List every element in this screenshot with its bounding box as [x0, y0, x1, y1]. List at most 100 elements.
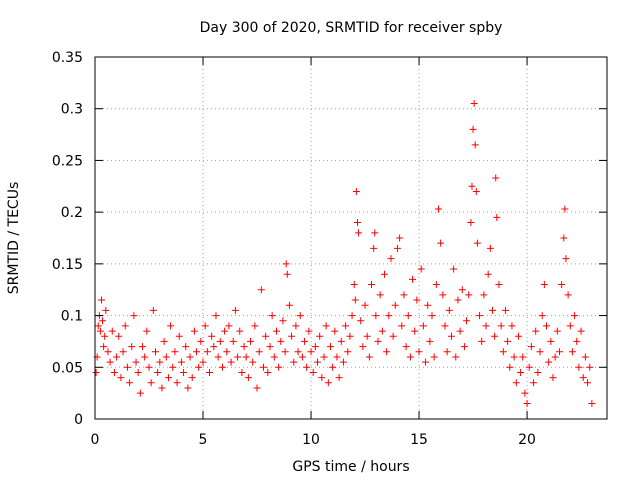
data-point [285, 301, 293, 309]
data-point [530, 379, 538, 387]
data-point [571, 312, 579, 320]
data-point [238, 368, 246, 376]
data-point [413, 296, 421, 304]
data-point [143, 327, 151, 335]
data-point [162, 353, 170, 361]
data-point [130, 312, 138, 320]
data-point [588, 399, 596, 407]
chart-title: Day 300 of 2020, SRMTID for receiver spb… [200, 20, 503, 36]
data-point [476, 312, 484, 320]
data-point [428, 312, 436, 320]
data-point [128, 343, 136, 351]
data-point [333, 353, 341, 361]
data-point [514, 332, 522, 340]
data-point [561, 205, 569, 213]
data-point [469, 125, 477, 133]
data-point [307, 348, 315, 356]
data-point [171, 348, 179, 356]
data-point [320, 353, 328, 361]
data-point [532, 327, 540, 335]
data-point [270, 353, 278, 361]
data-point [255, 348, 263, 356]
data-point [160, 337, 168, 345]
data-point [549, 374, 557, 382]
data-point [322, 322, 330, 330]
data-point [134, 368, 142, 376]
data-point [467, 218, 475, 226]
y-tick-label: 0.2 [61, 205, 83, 221]
data-point [470, 100, 478, 108]
data-point [119, 348, 127, 356]
data-point [311, 343, 319, 351]
data-point [182, 343, 190, 351]
data-point [335, 374, 343, 382]
x-axis-title: GPS time / hours [292, 459, 409, 475]
grid-layer [95, 57, 607, 419]
data-point [404, 312, 412, 320]
data-point [499, 348, 507, 356]
data-point [305, 327, 313, 335]
data-point [450, 265, 458, 273]
data-point [169, 363, 177, 371]
data-point [486, 244, 494, 252]
data-point [391, 301, 399, 309]
data-point [173, 379, 181, 387]
data-point [558, 281, 566, 289]
data-point [234, 353, 242, 361]
data-point [346, 332, 354, 340]
data-point [279, 317, 287, 325]
data-point [275, 363, 283, 371]
data-point [113, 353, 121, 361]
data-point [443, 348, 451, 356]
data-point [368, 281, 376, 289]
data-point [298, 353, 306, 361]
data-point [430, 353, 438, 361]
data-point [242, 353, 250, 361]
data-point [506, 363, 514, 371]
data-point [452, 353, 460, 361]
data-point [383, 348, 391, 356]
data-point [538, 312, 546, 320]
data-point [326, 343, 334, 351]
data-point [473, 239, 481, 247]
data-point [441, 322, 449, 330]
data-point [545, 358, 553, 366]
data-point [463, 317, 471, 325]
data-point [184, 384, 192, 392]
x-tick-label: 0 [91, 432, 100, 448]
data-point [231, 306, 239, 314]
data-point [262, 332, 270, 340]
data-point [301, 337, 309, 345]
data-point [573, 337, 581, 345]
data-point [329, 363, 337, 371]
data-point [447, 332, 455, 340]
data-point [314, 358, 322, 366]
data-point [126, 379, 134, 387]
data-point [353, 218, 361, 226]
data-point [92, 368, 100, 376]
data-point [266, 343, 274, 351]
data-point [260, 363, 268, 371]
data-point [292, 322, 300, 330]
y-tick-label: 0.05 [52, 360, 83, 376]
data-point [296, 312, 304, 320]
data-point [167, 322, 175, 330]
data-point [577, 327, 585, 335]
data-point [468, 182, 476, 190]
data-point [249, 358, 257, 366]
data-point [272, 327, 280, 335]
data-point [151, 348, 159, 356]
data-point [504, 337, 512, 345]
data-point [575, 363, 583, 371]
data-point [282, 260, 290, 268]
data-point [309, 368, 317, 376]
data-point [277, 337, 285, 345]
data-point [236, 327, 244, 335]
data-point [110, 368, 118, 376]
data-point [471, 141, 479, 149]
data-point [350, 281, 358, 289]
data-point [406, 353, 414, 361]
data-point [136, 389, 144, 397]
data-point [460, 343, 468, 351]
